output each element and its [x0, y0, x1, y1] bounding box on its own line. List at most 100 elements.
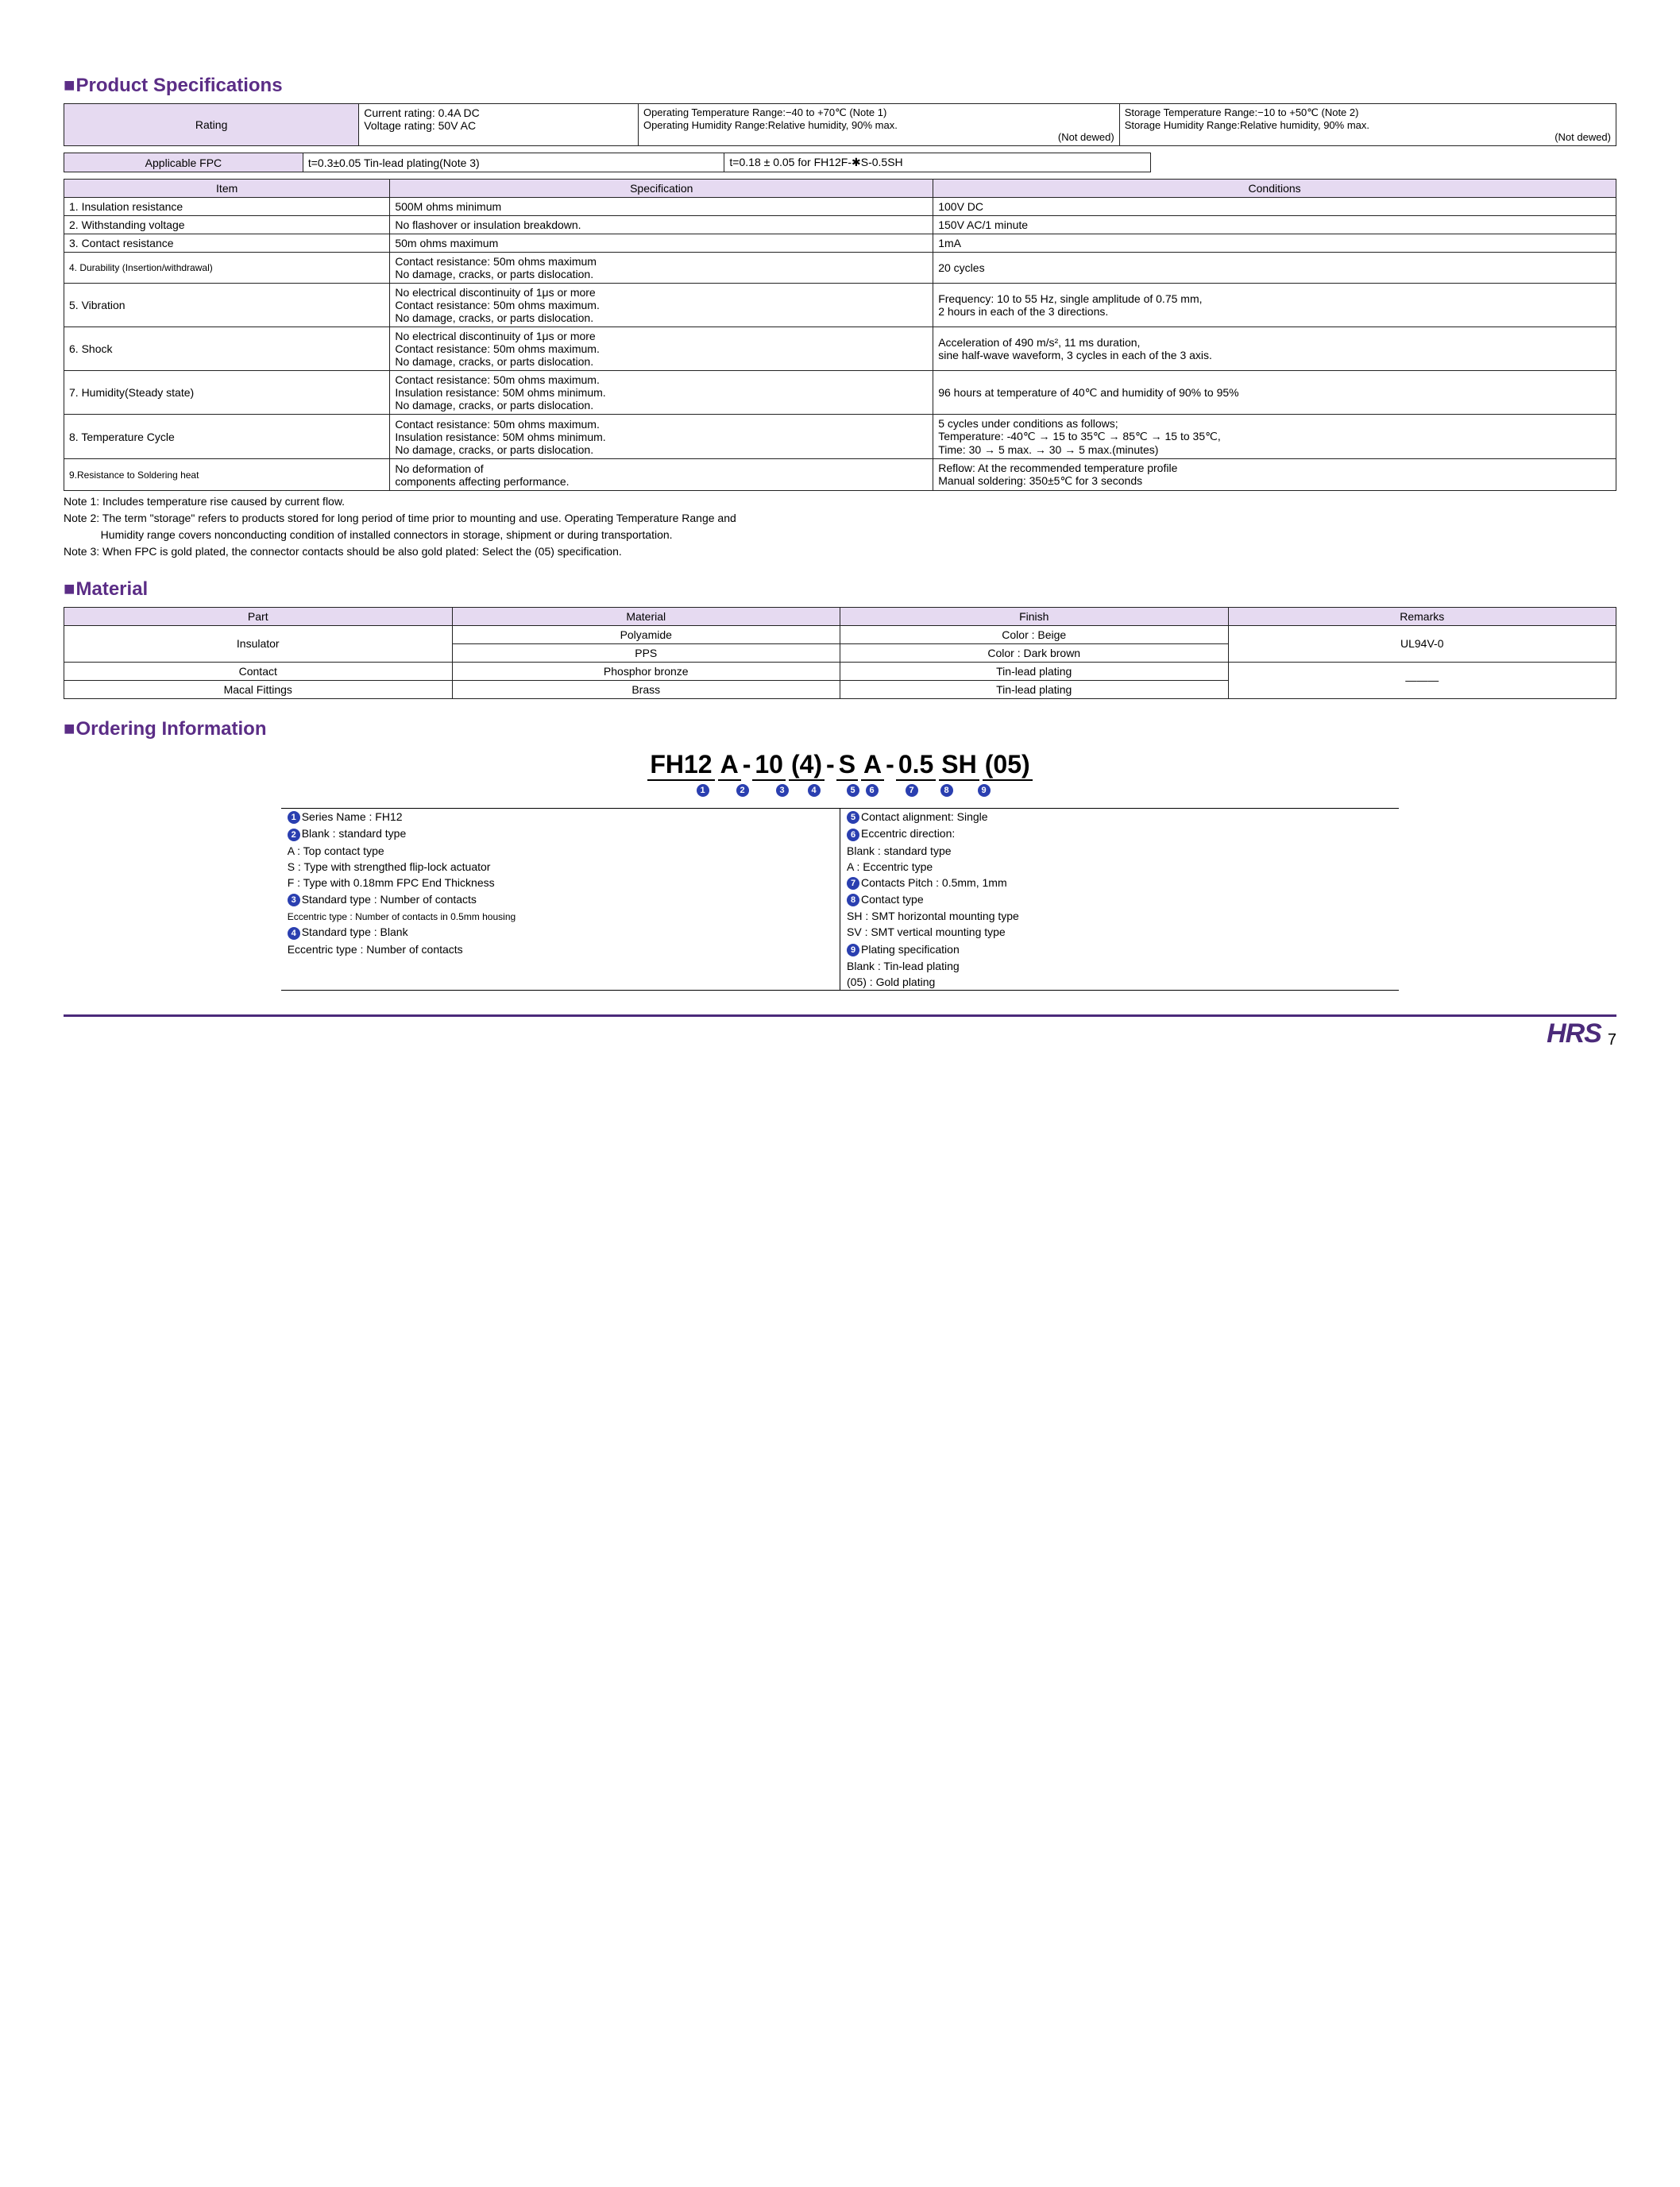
material-col-head: Remarks — [1228, 607, 1616, 625]
material-col-head: Material — [452, 607, 840, 625]
circled-number-icon: 3 — [776, 784, 789, 797]
legend-cell: 4Standard type : Blank — [281, 924, 840, 941]
spec-row: 1. Insulation resistance500M ohms minimu… — [64, 198, 1616, 216]
note-line: Note 2: The term "storage" refers to pro… — [64, 511, 1616, 526]
spec-cell: 4. Durability (Insertion/withdrawal) — [64, 253, 390, 284]
legend-cell: Eccentric type : Number of contacts in 0… — [281, 908, 840, 924]
legend-cell: 9Plating specification — [840, 941, 1400, 958]
circled-number-icon: 9 — [847, 944, 859, 956]
legend-text: S : Type with strengthed flip-lock actua… — [288, 860, 491, 873]
spec-col-head: Item — [64, 180, 390, 198]
material-row: ContactPhosphor bronzeTin-lead plating——… — [64, 662, 1616, 680]
spec-cell: 5. Vibration — [64, 284, 390, 327]
op-temp: Operating Temperature Range:−40 to +70℃ … — [643, 106, 1114, 119]
brand-logo: HRS — [1547, 1018, 1601, 1049]
spec-row: 5. VibrationNo electrical discontinuity … — [64, 284, 1616, 327]
voltage-rating: Voltage rating: 50V AC — [364, 119, 633, 132]
circled-number-icon: 7 — [847, 877, 859, 890]
legend-text: F : Type with 0.18mm FPC End Thickness — [288, 876, 495, 889]
material-cell: Brass — [452, 680, 840, 698]
ordering-label: 3 — [768, 784, 798, 798]
legend-cell: (05) : Gold plating — [840, 974, 1400, 991]
material-cell: Color : Dark brown — [840, 643, 1229, 662]
legend-row: Blank : Tin-lead plating — [281, 958, 1400, 974]
circled-number-icon: 1 — [697, 784, 709, 797]
spec-cell: 20 cycles — [933, 253, 1616, 284]
spec-cell: 5 cycles under conditions as follows;Tem… — [933, 415, 1616, 459]
legend-cell — [281, 958, 840, 974]
note-line: Note 1: Includes temperature rise caused… — [64, 494, 1616, 509]
legend-row: 2Blank : standard type6Eccentric directi… — [281, 825, 1400, 842]
fpc-table: Applicable FPC t=0.3±0.05 Tin-lead plati… — [64, 153, 1151, 172]
legend-text: Contact type — [861, 893, 924, 906]
material-cell: UL94V-0 — [1228, 625, 1616, 662]
note-line: Humidity range covers nonconducting cond… — [64, 527, 1616, 543]
ordering-code-part: 0.5 — [896, 750, 936, 781]
spec-row: 4. Durability (Insertion/withdrawal)Cont… — [64, 253, 1616, 284]
legend-row: (05) : Gold plating — [281, 974, 1400, 991]
ordering-code-part: (05) — [983, 750, 1033, 781]
material-cell: PPS — [452, 643, 840, 662]
spec-cell: 2. Withstanding voltage — [64, 216, 390, 234]
spec-cell: 7. Humidity(Steady state) — [64, 371, 390, 415]
circled-number-icon: 9 — [978, 784, 991, 797]
spec-cell: Contact resistance: 50m ohms maximum.Ins… — [390, 371, 933, 415]
circled-number-icon: 3 — [288, 894, 300, 906]
legend-row: 3Standard type : Number of contacts8Cont… — [281, 891, 1400, 908]
rating-label: Rating — [64, 104, 359, 146]
spec-row: 6. ShockNo electrical discontinuity of 1… — [64, 327, 1616, 371]
legend-row: 4Standard type : BlankSV : SMT vertical … — [281, 924, 1400, 941]
ordering-code-part: - — [886, 750, 894, 779]
material-table: PartMaterialFinishRemarks InsulatorPolya… — [64, 607, 1616, 699]
spec-cell: No deformation ofcomponents affecting pe… — [390, 459, 933, 491]
spec-cell: 6. Shock — [64, 327, 390, 371]
section-heading-specs: Product Specifications — [64, 75, 1616, 97]
specification-table: ItemSpecificationConditions 1. Insulatio… — [64, 179, 1616, 491]
ordering-code-part: 10 — [752, 750, 786, 781]
ordering-code-part: A — [718, 750, 741, 781]
circled-number-icon: 4 — [288, 927, 300, 940]
spec-cell: Acceleration of 490 m/s², 11 ms duration… — [933, 327, 1616, 371]
material-col-head: Finish — [840, 607, 1229, 625]
legend-text: Blank : standard type — [847, 844, 952, 857]
section-heading-ordering: Ordering Information — [64, 718, 1616, 740]
fpc-c2: t=0.18 ± 0.05 for FH12F-✱S-0.5SH — [724, 153, 1150, 172]
legend-text: Eccentric type : Number of contacts in 0… — [288, 911, 516, 922]
spec-cell: Frequency: 10 to 55 Hz, single amplitude… — [933, 284, 1616, 327]
st-temp: Storage Temperature Range:−10 to +50℃ (N… — [1125, 106, 1611, 119]
spec-cell: 1mA — [933, 234, 1616, 253]
ordering-label: 5 — [844, 784, 863, 798]
section-heading-material: Material — [64, 578, 1616, 601]
material-cell: Contact — [64, 662, 453, 680]
spec-cell: 96 hours at temperature of 40℃ and humid… — [933, 371, 1616, 415]
material-cell: Macal Fittings — [64, 680, 453, 698]
ordering-code-part: (4) — [789, 750, 825, 781]
note-line: Note 3: When FPC is gold plated, the con… — [64, 544, 1616, 559]
legend-cell: Eccentric type : Number of contacts — [281, 941, 840, 958]
ordering-code-numbers: 123456789 — [64, 784, 1616, 798]
spec-cell: 8. Temperature Cycle — [64, 415, 390, 459]
material-cell: ——— — [1228, 662, 1616, 698]
current-rating: Current rating: 0.4A DC — [364, 106, 633, 119]
material-cell: Phosphor bronze — [452, 662, 840, 680]
op-note: (Not dewed) — [643, 131, 1114, 143]
spec-cell: Contact resistance: 50m ohms maximumNo d… — [390, 253, 933, 284]
circled-number-icon: 6 — [866, 784, 879, 797]
legend-cell: 1Series Name : FH12 — [281, 809, 840, 826]
spec-row: 7. Humidity(Steady state)Contact resista… — [64, 371, 1616, 415]
legend-cell: SV : SMT vertical mounting type — [840, 924, 1400, 941]
legend-text: Eccentric type : Number of contacts — [288, 943, 463, 956]
legend-cell: 3Standard type : Number of contacts — [281, 891, 840, 908]
material-cell: Tin-lead plating — [840, 662, 1229, 680]
legend-text: Contacts Pitch : 0.5mm, 1mm — [861, 876, 1007, 889]
ordering-label: 2 — [732, 784, 755, 798]
op-hum: Operating Humidity Range:Relative humidi… — [643, 119, 1114, 131]
legend-cell: 7Contacts Pitch : 0.5mm, 1mm — [840, 875, 1400, 891]
fpc-label: Applicable FPC — [64, 153, 303, 172]
legend-text: Contact alignment: Single — [861, 810, 988, 823]
legend-text: Eccentric direction: — [861, 827, 955, 840]
circled-number-icon: 2 — [288, 829, 300, 841]
legend-text: Blank : standard type — [302, 827, 407, 840]
ordering-label: 6 — [863, 784, 882, 798]
ordering-code-part: A — [861, 750, 884, 781]
